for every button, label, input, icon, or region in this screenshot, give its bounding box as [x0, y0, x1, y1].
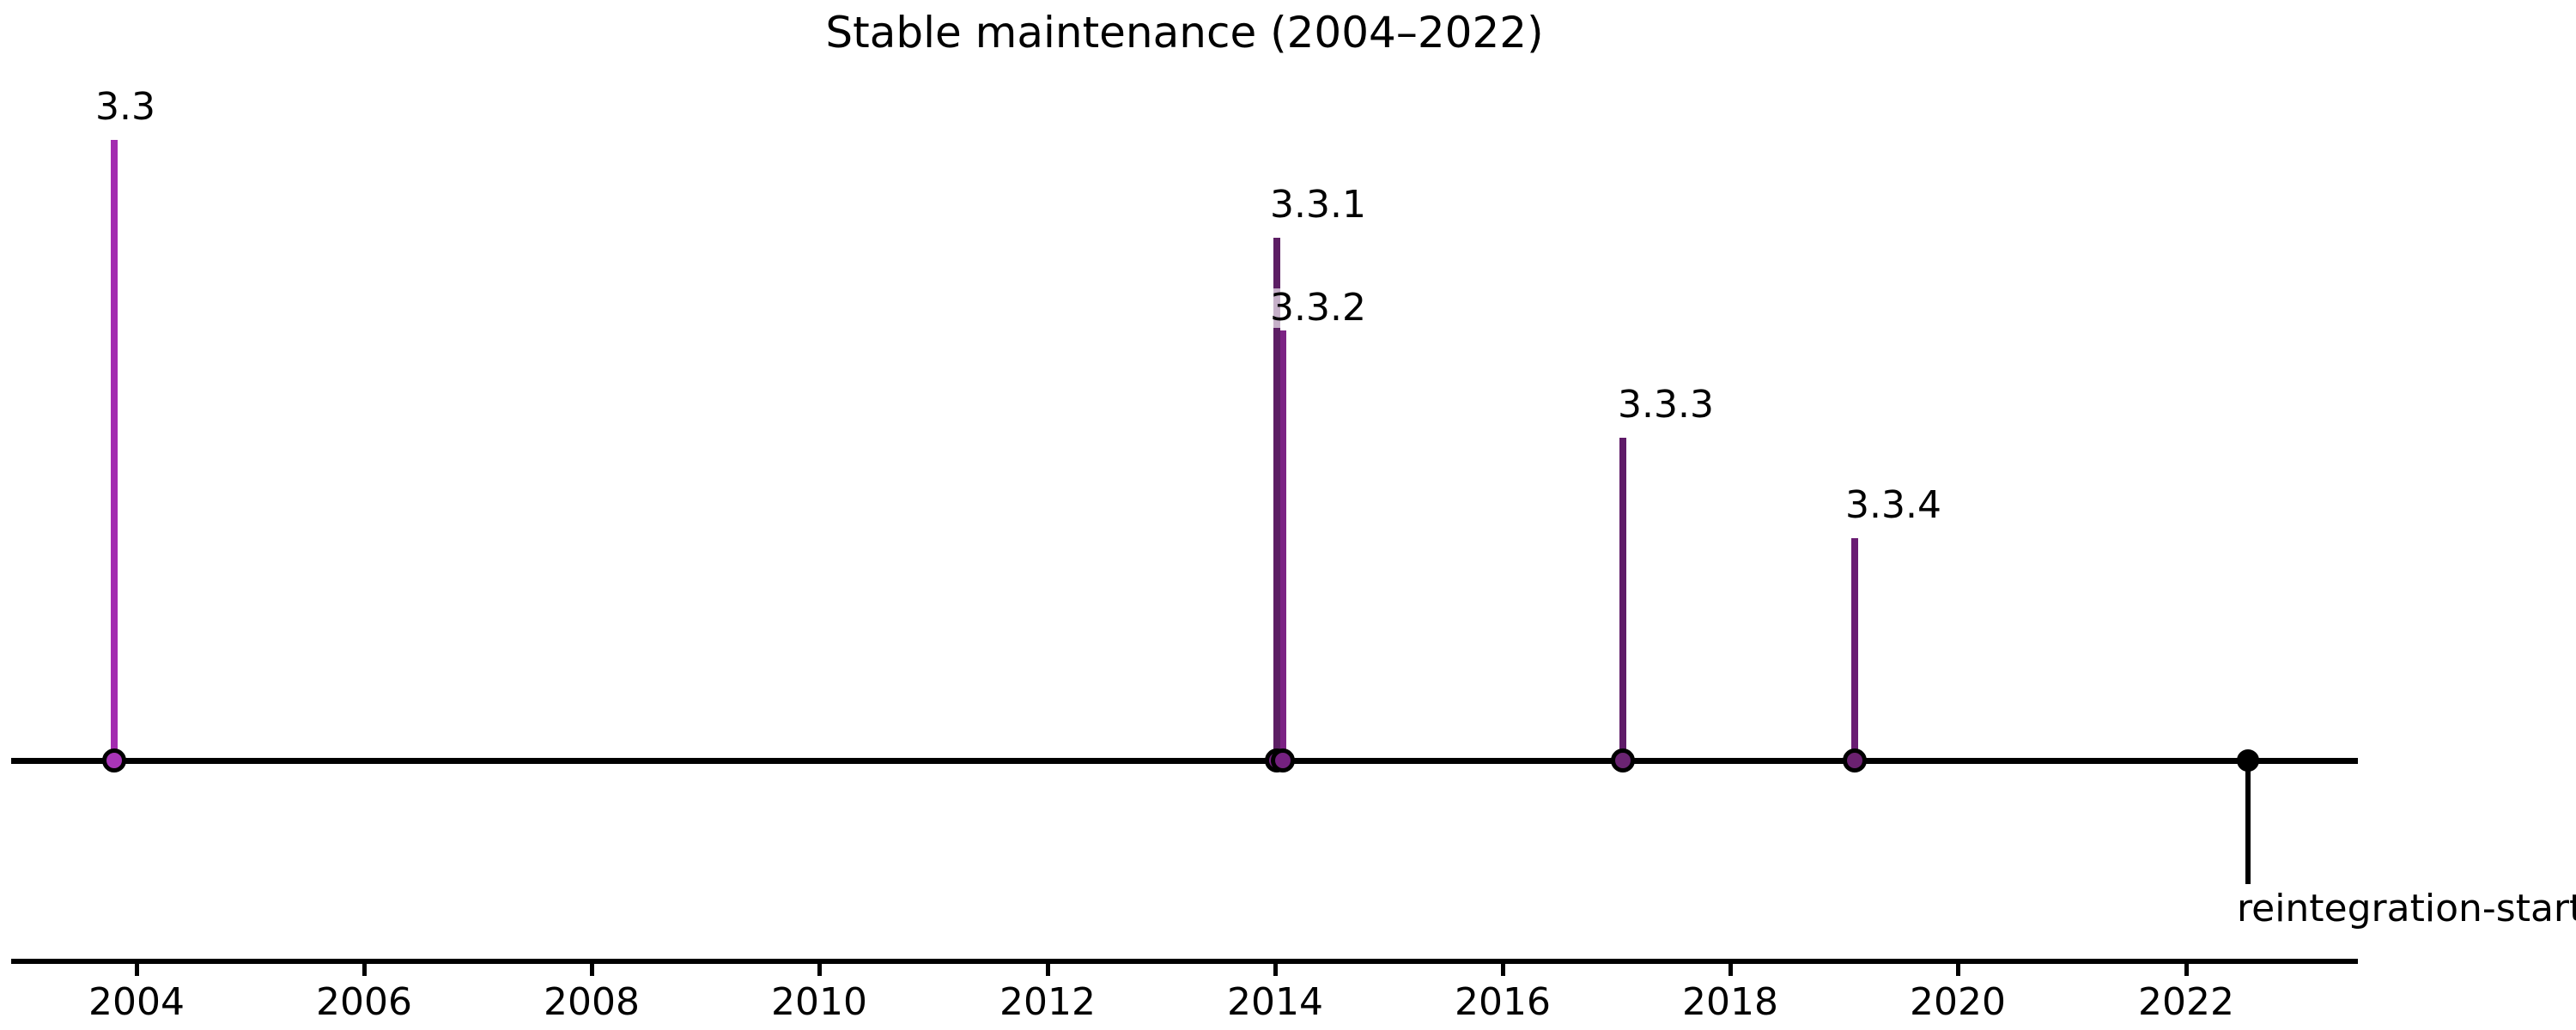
x-axis-tick-label: 2004 — [88, 980, 185, 1024]
event-stem-3.3.2 — [1279, 330, 1286, 760]
x-axis-tick-label: 2010 — [771, 980, 867, 1024]
x-axis-tick-label: 2014 — [1227, 980, 1323, 1024]
event-marker-3.3.2 — [1271, 748, 1295, 772]
event-stem-3.3 — [111, 140, 118, 760]
event-label-reintegration-start: reintegration-start — [2234, 889, 2576, 929]
x-axis-tick — [1728, 964, 1733, 976]
event-label-3.3: 3.3 — [93, 88, 158, 127]
timeline-baseline — [11, 757, 2358, 764]
x-axis-tick-label: 2016 — [1455, 980, 1551, 1024]
event-label-3.3.2: 3.3.2 — [1267, 288, 1369, 328]
event-marker-reintegration-start — [2237, 749, 2259, 772]
x-axis-tick — [1273, 964, 1278, 976]
event-stem-3.3.3 — [1619, 438, 1626, 760]
event-label-3.3.1: 3.3.1 — [1267, 185, 1369, 225]
chart-title: Stable maintenance (2004–2022) — [825, 8, 1544, 58]
x-axis-spine — [11, 959, 2358, 964]
x-axis-tick — [1955, 964, 1960, 976]
event-label-3.3.3: 3.3.3 — [1615, 385, 1716, 425]
event-marker-3.3.3 — [1611, 748, 1635, 772]
event-stem-3.3.4 — [1851, 538, 1858, 760]
event-marker-3.3.4 — [1843, 748, 1867, 772]
x-axis-tick — [361, 964, 367, 976]
x-axis-tick-label: 2006 — [316, 980, 412, 1024]
event-marker-3.3 — [102, 748, 126, 772]
event-stem-reintegration-start — [2245, 760, 2251, 884]
x-axis-tick — [2184, 964, 2189, 976]
x-axis-tick-label: 2008 — [544, 980, 640, 1024]
x-axis-tick — [589, 964, 594, 976]
x-axis-tick — [134, 964, 139, 976]
x-axis-tick-label: 2018 — [1682, 980, 1778, 1024]
x-axis-tick — [817, 964, 822, 976]
event-label-3.3.4: 3.3.4 — [1843, 486, 1944, 525]
x-axis-tick — [1045, 964, 1050, 976]
x-axis-tick-label: 2020 — [1910, 980, 2006, 1024]
event-stem-3.3.1 — [1273, 238, 1280, 760]
x-axis-tick-label: 2012 — [999, 980, 1096, 1024]
x-axis-tick — [1500, 964, 1505, 976]
x-axis-tick-label: 2022 — [2138, 980, 2234, 1024]
